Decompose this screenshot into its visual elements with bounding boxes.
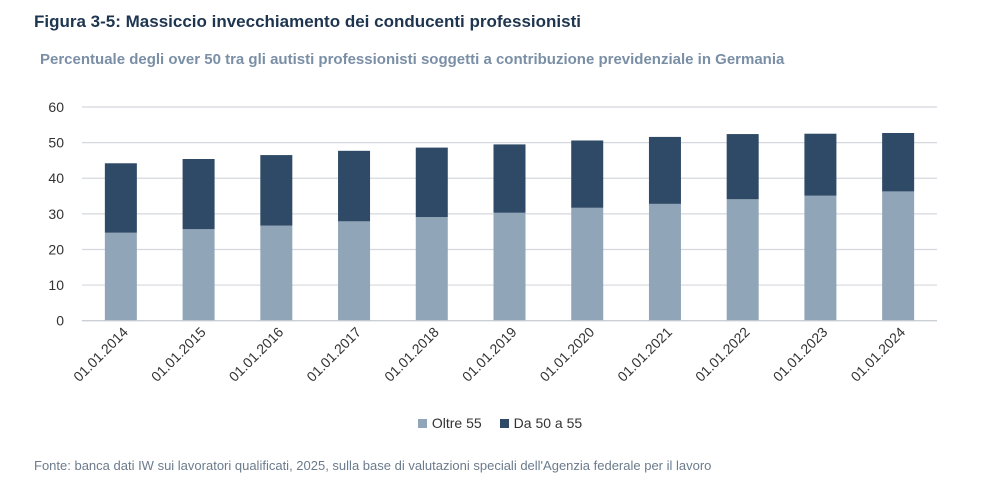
x-tick-label: 01.01.2017 [303, 324, 364, 385]
bar-segment-da-50-a-55 [104, 163, 137, 233]
bar-segment-oltre-55 [338, 221, 371, 321]
bar-segment-oltre-55 [104, 232, 137, 321]
bar-segment-oltre-55 [493, 212, 526, 321]
bar-segment-oltre-55 [415, 217, 448, 321]
x-tick-label: 01.01.2020 [536, 324, 597, 385]
source-note: Fonte: banca dati IW sui lavoratori qual… [34, 458, 712, 473]
bar-segment-da-50-a-55 [415, 147, 448, 218]
bar-segment-oltre-55 [182, 229, 215, 321]
y-tick-label: 40 [48, 170, 64, 186]
x-tick-label: 01.01.2015 [148, 324, 209, 385]
bar-segment-oltre-55 [571, 207, 604, 321]
y-tick-label: 30 [48, 206, 64, 222]
bar-segment-da-50-a-55 [726, 134, 759, 200]
legend-label: Da 50 a 55 [513, 415, 583, 431]
bar-segment-da-50-a-55 [571, 140, 604, 208]
y-tick-label: 10 [48, 277, 64, 293]
legend-swatch [417, 418, 427, 428]
bar-segment-oltre-55 [804, 195, 837, 321]
legend-label: Oltre 55 [431, 415, 482, 431]
bar-segment-da-50-a-55 [648, 136, 681, 204]
y-tick-label: 20 [48, 241, 64, 257]
legend-item-oltre-55: Oltre 55 [417, 415, 482, 431]
bar-segment-da-50-a-55 [882, 133, 915, 192]
x-tick-label: 01.01.2023 [770, 324, 831, 385]
x-tick-label: 01.01.2021 [614, 324, 675, 385]
bar-segment-da-50-a-55 [182, 159, 215, 230]
y-tick-label: 50 [48, 135, 64, 151]
y-tick-label: 60 [48, 99, 64, 115]
bar-segment-oltre-55 [260, 225, 293, 321]
bar-segment-oltre-55 [726, 199, 759, 321]
x-tick-label: 01.01.2022 [692, 324, 753, 385]
bar-segment-da-50-a-55 [804, 133, 837, 196]
legend-swatch [499, 418, 509, 428]
legend-item-da-50-a-55: Da 50 a 55 [499, 415, 583, 431]
legend: Oltre 55 Da 50 a 55 [0, 415, 1000, 431]
bar-segment-da-50-a-55 [260, 155, 293, 226]
bar-segment-da-50-a-55 [338, 150, 371, 222]
bar-segment-oltre-55 [882, 191, 915, 321]
x-tick-label: 01.01.2024 [847, 324, 908, 385]
x-tick-label: 01.01.2014 [70, 324, 131, 385]
bar-segment-oltre-55 [648, 203, 681, 321]
x-tick-label: 01.01.2018 [381, 324, 442, 385]
figure-subtitle: Percentuale degli over 50 tra gli autist… [40, 51, 785, 68]
y-tick-label: 0 [56, 313, 64, 329]
x-tick-label: 01.01.2016 [226, 324, 287, 385]
x-tick-label: 01.01.2019 [459, 324, 520, 385]
bar-segment-da-50-a-55 [493, 144, 526, 213]
figure-title: Figura 3-5: Massiccio invecchiamento dei… [34, 12, 581, 31]
